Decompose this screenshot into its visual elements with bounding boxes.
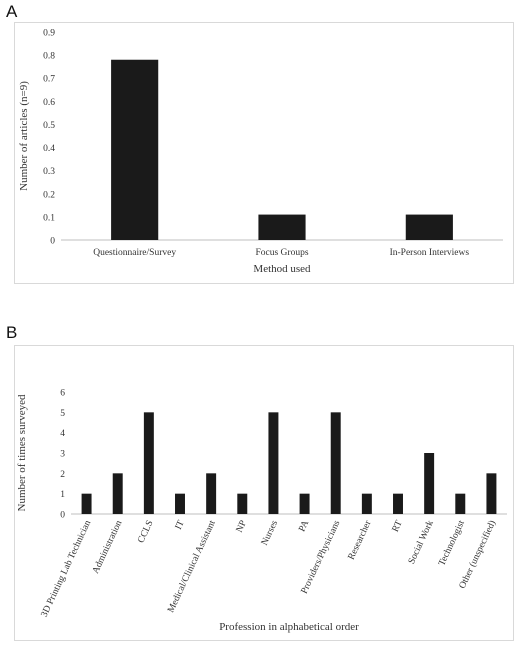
y-tick-label: 4: [60, 429, 65, 439]
panel-a-letter: A: [6, 2, 18, 21]
bar: [111, 59, 159, 240]
y-tick-label: 0.8: [43, 52, 55, 62]
bar: [237, 493, 248, 514]
bar: [175, 493, 185, 514]
bar: [486, 473, 497, 514]
x-tick-label: In-Person Interviews: [390, 248, 470, 258]
x-tick-label: PA: [297, 519, 311, 534]
y-tick-label: 0.7: [43, 75, 55, 85]
chart-a-frame: 0 0.1 0.2 0.3 0.4 0.5 0.6 0.7 0.8 0.9 Questionnair…: [14, 22, 514, 284]
bar: [361, 493, 372, 514]
y-tick-label: 2: [60, 470, 65, 480]
y-tick-label: 6: [60, 389, 65, 399]
x-tick-label: Medical/Clinical Assistant: [166, 519, 218, 615]
y-axis-title: Number of articles (n=9): [18, 81, 30, 191]
bar: [143, 412, 154, 514]
y-tick-label: 0.3: [43, 167, 55, 177]
bar: [81, 493, 92, 514]
bar: [330, 412, 341, 514]
bar: [112, 473, 123, 514]
chart-a: 0 0.1 0.2 0.3 0.4 0.5 0.6 0.7 0.8 0.9 Questionnair…: [18, 29, 503, 275]
chart-b: 0 1 2 3 4 5 6 3D Printing Lab TechnicianAdminis…: [16, 389, 507, 633]
x-tick-label: Administration: [91, 519, 124, 576]
y-tick-label: 0.2: [43, 190, 55, 200]
chart-b-frame: 0 1 2 3 4 5 6 3D Printing Lab Technician Adminis…: [14, 345, 514, 641]
y-tick-label: 3: [60, 450, 65, 460]
x-tick-label: Focus Groups: [255, 248, 308, 258]
y-tick-label: 0.9: [43, 29, 55, 39]
bar: [258, 214, 306, 240]
x-tick-label: NP: [235, 519, 249, 534]
bar: [393, 493, 403, 514]
bar: [455, 493, 466, 514]
x-tick-label: IT: [174, 519, 187, 532]
x-tick-label: Technologist: [437, 519, 467, 568]
bar: [405, 214, 453, 240]
x-tick-label: CCLS: [136, 519, 155, 545]
x-axis-title: Method used: [253, 263, 311, 275]
bar: [206, 473, 217, 514]
bar: [424, 453, 435, 514]
y-tick-label: 0: [50, 237, 55, 247]
x-tick-label: Nurses: [260, 519, 280, 547]
bar: [299, 493, 310, 514]
x-axis-title: Profession in alphabetical order: [219, 621, 359, 633]
bar: [268, 412, 279, 514]
y-tick-label: 0: [60, 511, 65, 521]
y-tick-label: 0.6: [43, 98, 55, 108]
x-tick-label: Questionnaire/Survey: [93, 248, 176, 258]
x-tick-label: 3D Printing Lab Technician: [40, 519, 94, 619]
y-tick-label: 5: [60, 409, 65, 419]
y-tick-label: 0.4: [43, 144, 55, 154]
y-tick-label: 1: [60, 490, 65, 500]
x-tick-label: Researcher: [347, 518, 374, 561]
y-tick-label: 0.1: [43, 213, 55, 223]
panel-b-letter: B: [6, 323, 18, 342]
y-axis-title: Number of times surveyed: [16, 394, 28, 511]
x-tick-label: RT: [391, 519, 405, 534]
x-tick-label: Social Work: [407, 519, 436, 566]
y-tick-label: 0.5: [43, 121, 55, 131]
